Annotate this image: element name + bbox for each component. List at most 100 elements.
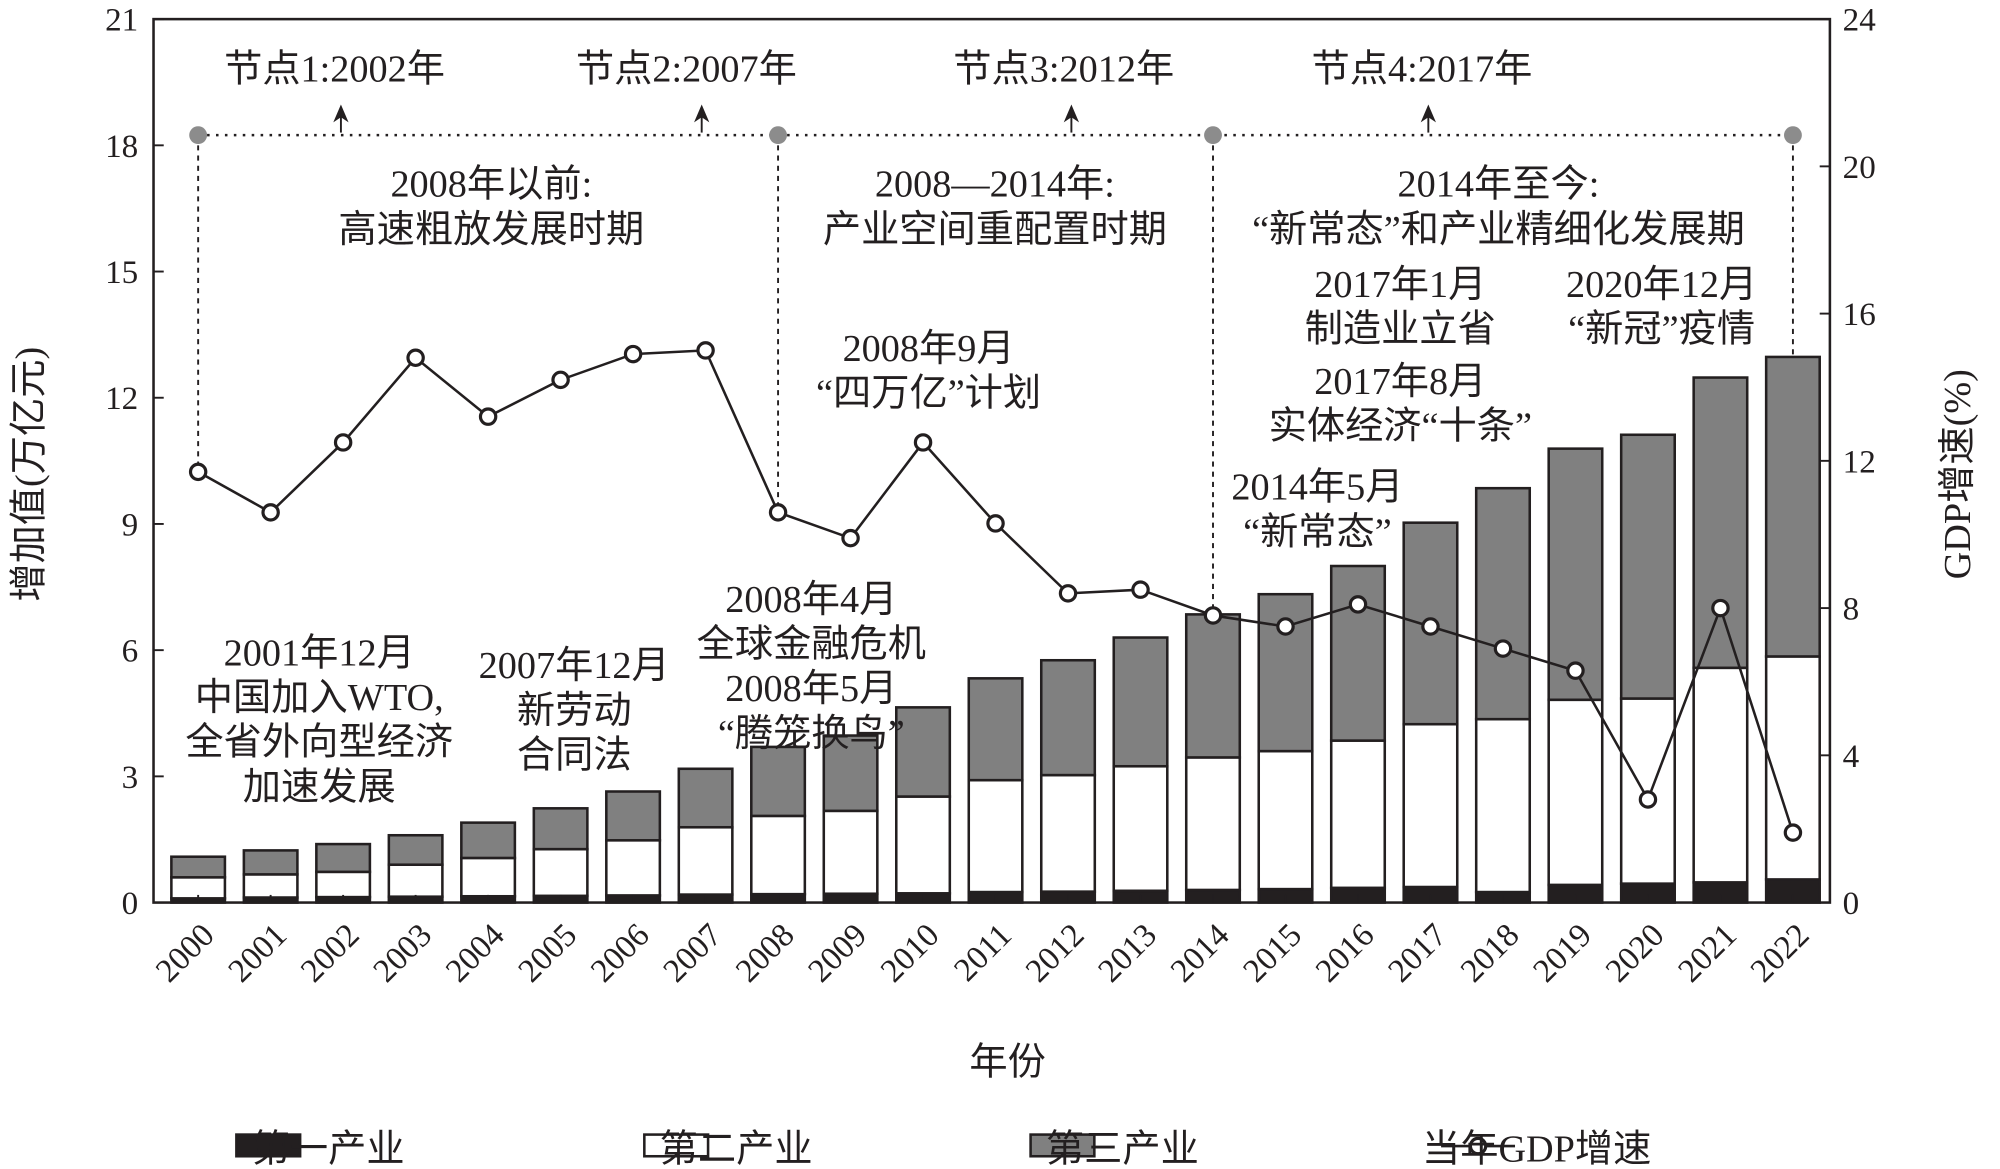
gdp-point-2015 <box>1276 617 1295 636</box>
gdp-point-2002 <box>333 433 353 452</box>
gdp-point-2000 <box>188 462 208 482</box>
event-annotation: 加速发展 <box>243 765 396 808</box>
y-right-tick-label: 8 <box>1843 591 1860 628</box>
bar-secondary-2011 <box>967 778 1024 894</box>
event-annotation: 2017年1月 <box>1314 263 1486 306</box>
bar-secondary-2019 <box>1547 698 1604 887</box>
arrow-up-icon <box>1063 104 1080 123</box>
node-label: 节点4:2017年 <box>1312 48 1533 91</box>
y-left-tick-label: 21 <box>105 2 138 39</box>
gdp-point-2003 <box>406 348 425 368</box>
bar-tertiary-2001 <box>242 849 299 876</box>
x-tick-label: 2020 <box>1598 916 1671 989</box>
bar-tertiary-2007 <box>677 767 734 829</box>
event-annotation: 2020年12月 <box>1566 263 1757 306</box>
event-annotation: 2008年9月 <box>843 327 1015 370</box>
bar-tertiary-2014 <box>1184 613 1242 759</box>
gdp-point-2006 <box>623 344 643 364</box>
bar-tertiary-2013 <box>1112 636 1169 768</box>
y-left-tick-label: 6 <box>122 633 139 670</box>
event-annotation: 2001年12月 <box>224 631 415 674</box>
x-tick-label: 2015 <box>1236 916 1309 989</box>
x-tick-label: 2017 <box>1381 916 1454 989</box>
arrow-up-icon <box>1420 104 1436 123</box>
event-annotation: 中国加入WTO, <box>195 677 444 719</box>
legend-swatch <box>1029 1133 1096 1158</box>
gdp-point-2020 <box>1638 790 1658 809</box>
y-right-tick-label: 0 <box>1843 885 1860 922</box>
arrow-up-icon <box>333 104 349 123</box>
node-dot <box>769 126 787 145</box>
node-label: 节点3:2012年 <box>953 48 1174 91</box>
event-annotation: 2017年8月 <box>1314 360 1486 403</box>
period-label: 2014年至今: <box>1398 162 1600 205</box>
gdp-point-2010 <box>913 433 933 452</box>
gdp-point-2013 <box>1131 580 1150 599</box>
x-tick-label: 2012 <box>1019 916 1092 989</box>
bar-secondary-2003 <box>387 863 444 898</box>
gdp-point-2018 <box>1493 639 1513 658</box>
y-axis-left-label: 增加值(万亿元) <box>8 347 50 602</box>
gdp-point-2022 <box>1783 823 1803 842</box>
bar-secondary-2017 <box>1402 722 1459 889</box>
x-axis-label: 年份 <box>969 1041 1045 1084</box>
bar-tertiary-2019 <box>1547 447 1604 702</box>
y-right-tick-label: 20 <box>1843 149 1876 186</box>
legend-label: 第一产业 <box>252 1127 405 1169</box>
guides-layer <box>189 126 1802 616</box>
y-right-tick-label: 4 <box>1843 738 1860 775</box>
bar-tertiary-2018 <box>1474 486 1532 721</box>
legend-swatch <box>643 1133 710 1158</box>
bars-layer <box>170 355 1821 904</box>
gdp-point-2016 <box>1348 595 1368 614</box>
y-axis-right-label: GDP增速(%) <box>1937 369 1979 579</box>
period-label: 高速粗放发展时期 <box>338 208 644 251</box>
bar-secondary-2014 <box>1184 756 1242 892</box>
x-tick-label: 2011 <box>947 916 1019 988</box>
bar-tertiary-2021 <box>1692 376 1749 670</box>
y-left-tick-label: 15 <box>105 254 138 291</box>
legend-swatch <box>235 1133 302 1158</box>
y-left-tick-label: 18 <box>105 128 138 165</box>
event-annotation: 2008年5月 <box>725 667 897 710</box>
event-annotation: 全球金融危机 <box>697 623 926 666</box>
y-left-tick-label: 3 <box>122 759 139 796</box>
bar-tertiary-2004 <box>460 821 517 860</box>
x-tick-label: 2008 <box>729 916 802 989</box>
y-left-tick-label: 0 <box>122 885 139 922</box>
legend-label: 当年GDP增速 <box>1422 1127 1651 1169</box>
bar-secondary-2009 <box>822 809 879 896</box>
gdp-point-2008 <box>768 503 788 522</box>
bar-tertiary-2011 <box>967 677 1024 782</box>
event-annotation: “腾笼换鸟” <box>718 712 905 755</box>
event-annotation: 2014年5月 <box>1231 466 1403 509</box>
event-annotation: 制造业立省 <box>1305 308 1496 351</box>
node-dot <box>1204 126 1222 145</box>
bar-secondary-2002 <box>315 870 372 899</box>
legend-label: 第二产业 <box>660 1127 813 1169</box>
bar-secondary-2004 <box>460 856 517 898</box>
event-annotation: 2007年12月 <box>479 644 670 687</box>
node-label: 节点2:2007年 <box>576 48 797 91</box>
x-tick-label: 2018 <box>1453 916 1526 989</box>
bar-tertiary-2022 <box>1764 355 1821 658</box>
bar-tertiary-2016 <box>1329 564 1387 742</box>
x-tick-label: 2013 <box>1091 916 1164 989</box>
bar-tertiary-2003 <box>387 833 444 866</box>
gdp-point-2005 <box>551 370 570 390</box>
gdp-point-2012 <box>1058 584 1078 603</box>
x-tick-label: 2000 <box>149 916 222 989</box>
annotations-layer: 节点1:2002年 节点2:2007年 节点3:2012年 节点4:2017年 2008… <box>185 48 1757 809</box>
bar-tertiary-2000 <box>170 855 227 879</box>
bar-secondary-2018 <box>1474 717 1532 894</box>
event-annotation: 新劳动 <box>517 690 632 732</box>
legend: 第一产业 第二产业 第三产业 当年GDP增速 <box>235 1127 1651 1169</box>
y-right-tick-label: 12 <box>1843 443 1876 480</box>
period-label: “新常态”和产业精细化发展期 <box>1252 208 1745 251</box>
event-annotation: 2008年4月 <box>725 578 897 621</box>
y-right-tick-label: 16 <box>1843 296 1876 333</box>
bar-secondary-2015 <box>1257 749 1314 891</box>
gdp-point-2011 <box>986 514 1005 533</box>
y-right-tick-label: 24 <box>1843 2 1877 39</box>
